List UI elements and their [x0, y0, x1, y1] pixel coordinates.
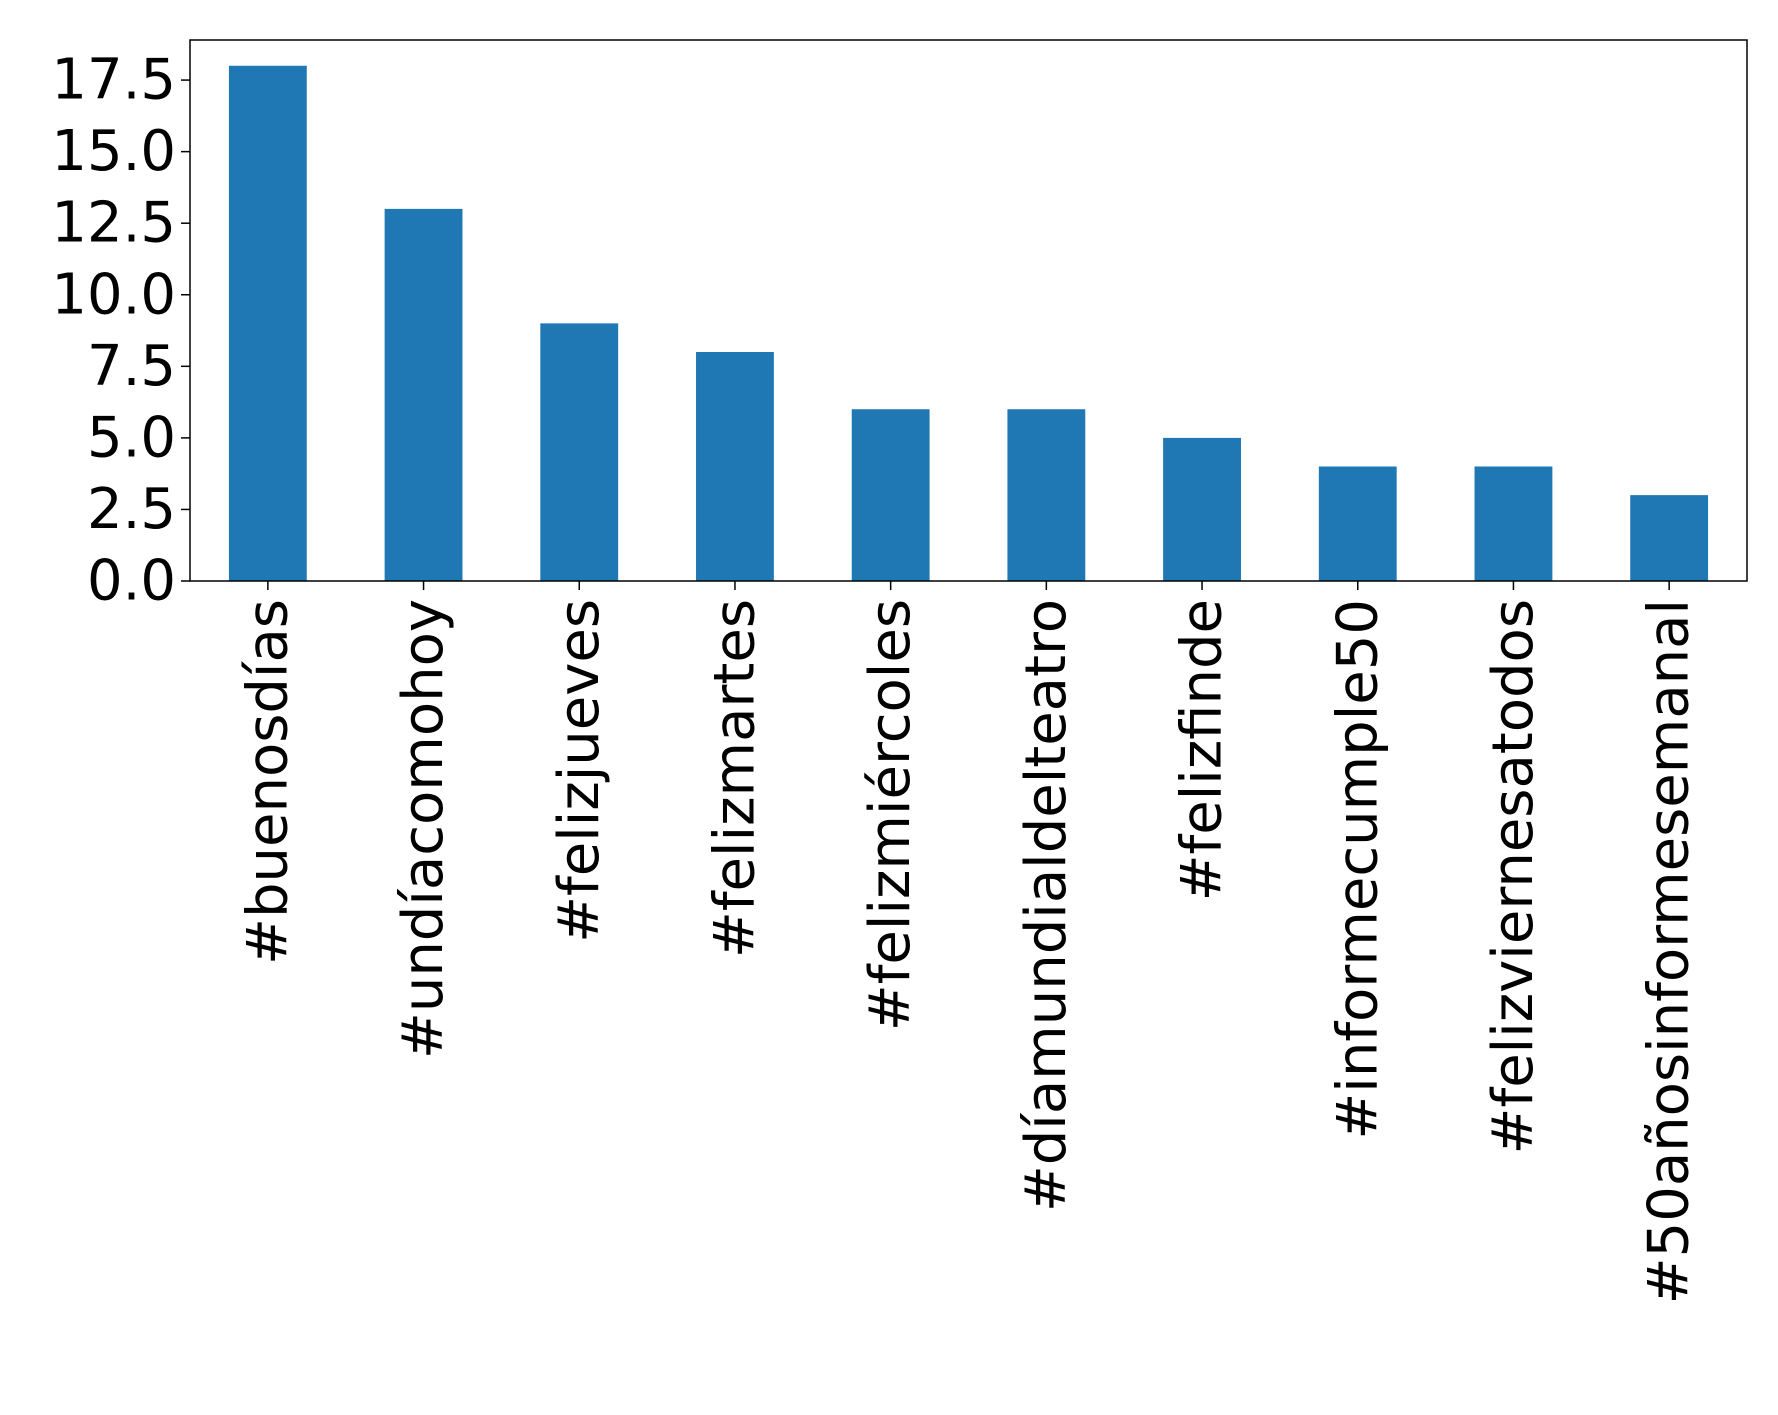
- x-tick-label: #buenosdías: [235, 599, 300, 965]
- plot-frame: [189, 39, 1748, 582]
- bar: [1318, 466, 1397, 581]
- x-tick-label: #informecumple50: [1325, 599, 1390, 1140]
- bar: [696, 352, 774, 581]
- bar: [851, 409, 930, 581]
- y-tick-label: 2.5: [87, 477, 176, 542]
- bars-group: [228, 65, 1709, 581]
- bar: [1630, 495, 1709, 581]
- y-tick-label: 15.0: [51, 119, 176, 184]
- x-tick-label: #felizviernesatodos: [1481, 599, 1546, 1154]
- bar: [1007, 409, 1086, 581]
- bar: [228, 65, 307, 581]
- x-tick-label: #felizjueves: [547, 599, 612, 943]
- y-tick-label: 12.5: [51, 191, 176, 256]
- y-tick-label: 17.5: [51, 48, 176, 113]
- y-axis: 0.0 2.5 5.07.5 10.012.5 15.017.5: [51, 48, 190, 614]
- bar: [384, 208, 463, 581]
- y-tick-label: 0.0: [87, 549, 176, 614]
- x-tick-label: #felizmartes: [702, 599, 767, 958]
- y-tick-label: 10.0: [51, 262, 176, 327]
- bar: [1474, 466, 1553, 581]
- y-tick-label: 5.0: [87, 405, 176, 470]
- x-tick-label: #50añosinformesemanal: [1637, 599, 1702, 1304]
- bar: [1163, 437, 1241, 581]
- x-tick-label: #felizmiércoles: [858, 599, 923, 1031]
- bar: [540, 323, 619, 581]
- x-tick-label: #undíacomohoy: [391, 599, 456, 1059]
- x-axis: #buenosdías #undíacomohoy #felizjueves #fel…: [235, 581, 1702, 1304]
- x-tick-label: #felizfinde: [1170, 599, 1235, 901]
- y-tick-label: 7.5: [87, 334, 176, 399]
- x-tick-label: #díamundialdelteatro: [1014, 599, 1079, 1212]
